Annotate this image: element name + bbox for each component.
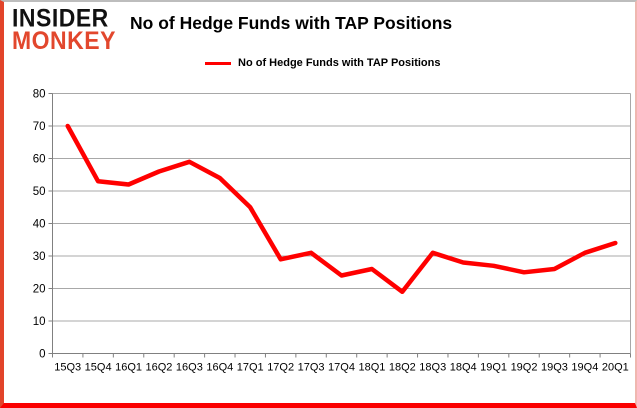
data-line bbox=[65, 123, 618, 295]
legend: No of Hedge Funds with TAP Positions bbox=[205, 57, 440, 69]
y-tick-label: 60 bbox=[33, 154, 46, 166]
y-tick-label: 50 bbox=[33, 186, 46, 198]
legend-line-swatch bbox=[205, 61, 231, 65]
y-tick-label: 40 bbox=[33, 219, 46, 231]
x-tick-label: 18Q4 bbox=[450, 362, 477, 374]
insider-monkey-logo: INSIDER MONKEY bbox=[12, 3, 116, 55]
x-tick-label: 16Q1 bbox=[115, 362, 142, 374]
x-tick-label: 19Q2 bbox=[511, 362, 538, 374]
y-tick-label: 30 bbox=[33, 251, 46, 263]
logo-text-monkey: MONKEY bbox=[12, 26, 116, 55]
x-tick-label: 17Q2 bbox=[267, 362, 294, 374]
y-tick-label: 20 bbox=[33, 284, 46, 296]
y-tick-label: 0 bbox=[39, 349, 45, 361]
x-tick-label: 17Q3 bbox=[298, 362, 325, 374]
y-tick-label: 80 bbox=[33, 89, 46, 101]
x-tick-label: 19Q3 bbox=[541, 362, 568, 374]
x-tick-label: 17Q4 bbox=[328, 362, 355, 374]
chart-title: No of Hedge Funds with TAP Positions bbox=[130, 13, 453, 33]
y-tick-label: 10 bbox=[33, 316, 46, 328]
x-tick-label: 17Q1 bbox=[237, 362, 264, 374]
x-tick-label: 16Q3 bbox=[176, 362, 203, 374]
x-tick-label: 15Q4 bbox=[85, 362, 112, 374]
x-tick-label: 20Q1 bbox=[602, 362, 629, 374]
x-tick-label: 18Q3 bbox=[419, 362, 446, 374]
x-tick-label: 18Q1 bbox=[358, 362, 385, 374]
logo-text-insider: INSIDER bbox=[12, 3, 109, 32]
legend-label: No of Hedge Funds with TAP Positions bbox=[238, 57, 441, 69]
x-tick-label: 16Q4 bbox=[206, 362, 233, 374]
y-tick-label: 70 bbox=[33, 121, 46, 133]
x-tick-label: 18Q2 bbox=[389, 362, 416, 374]
line-chart-svg: 0 10 20 30 40 50 60 70 80 15Q3 15Q4 16Q1 16Q2 16Q3 16Q… bbox=[33, 89, 631, 374]
x-tick-label: 19Q1 bbox=[480, 362, 507, 374]
x-tick-label: 16Q2 bbox=[146, 362, 173, 374]
x-tick-label: 19Q4 bbox=[571, 362, 598, 374]
x-tick-label: 15Q3 bbox=[54, 362, 81, 374]
